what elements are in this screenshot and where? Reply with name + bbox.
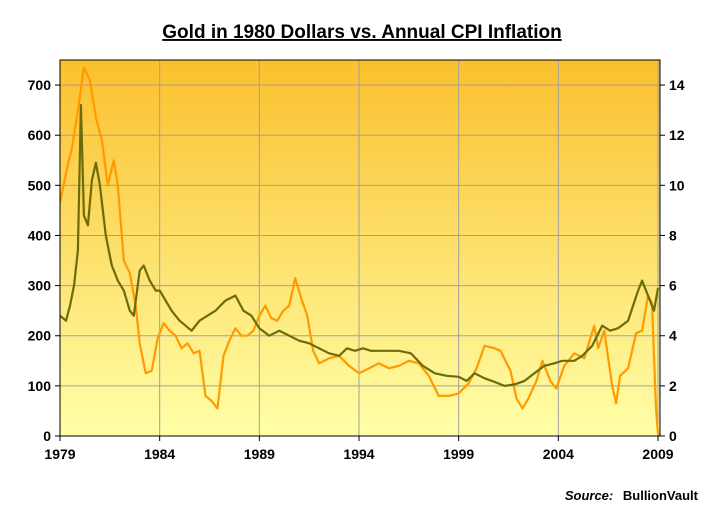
plot-border [59,59,661,437]
y-right-tick-label: 12 [669,127,685,143]
y-right-tick-label: 6 [669,278,677,294]
x-tick-label: 2009 [642,446,673,462]
y-left-tick-label: 300 [28,278,52,294]
y-left-tick-label: 200 [28,328,52,344]
y-left-tick-label: 0 [43,428,51,444]
source-note: Source: BullionVault [565,488,699,503]
y-left-tick-label: 500 [28,177,52,193]
axis-labels: 0 100 200 300 400 500 600 700 0 2 4 6 8 10 12 14 1979 198… [28,77,685,462]
plot-area [60,60,660,436]
y-right-tick-label: 4 [669,328,677,344]
x-tick-label: 1979 [44,446,75,462]
cpi-inflation-line [60,66,660,436]
chart-title: Gold in 1980 Dollars vs. Annual CPI Infl… [162,22,561,43]
x-tick-label: 1994 [343,446,374,462]
y-right-tick-label: 8 [669,227,677,243]
y-right-tick-label: 10 [669,177,685,193]
x-tick-label: 2004 [543,446,574,462]
series-layer [60,66,660,436]
y-right-tick-label: 0 [669,428,677,444]
y-right-tick-label: 2 [669,378,677,394]
source-name: BullionVault [623,488,699,503]
gold-price-line [60,104,660,387]
y-left-tick-label: 700 [28,77,52,93]
gridlines [60,60,660,436]
y-left-tick-label: 400 [28,227,52,243]
y-right-tick-label: 14 [669,77,685,93]
source-label: Source: [565,488,613,503]
y-left-tick-label: 100 [28,378,52,394]
x-tick-label: 1989 [244,446,275,462]
y-left-tick-label: 600 [28,127,52,143]
x-tick-label: 1999 [443,446,474,462]
x-tick-label: 1984 [144,446,175,462]
